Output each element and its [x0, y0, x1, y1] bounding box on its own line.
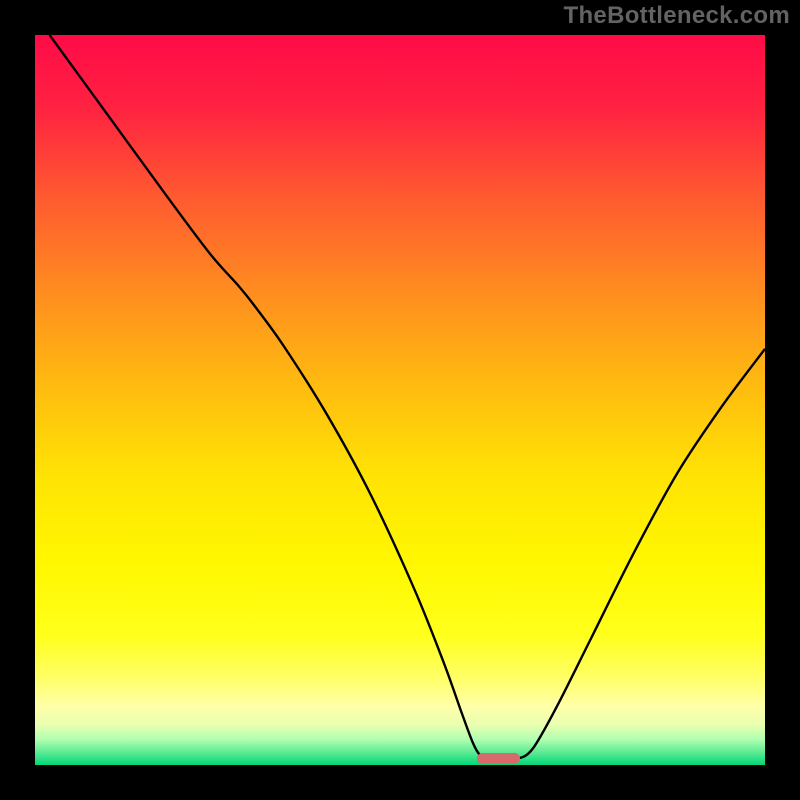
- optimal-marker: [477, 753, 521, 765]
- plot-area: [35, 35, 765, 765]
- chart-root: { "watermark": { "text": "TheBottleneck.…: [0, 0, 800, 800]
- watermark-text: TheBottleneck.com: [564, 2, 790, 30]
- bottleneck-curve: [35, 35, 765, 765]
